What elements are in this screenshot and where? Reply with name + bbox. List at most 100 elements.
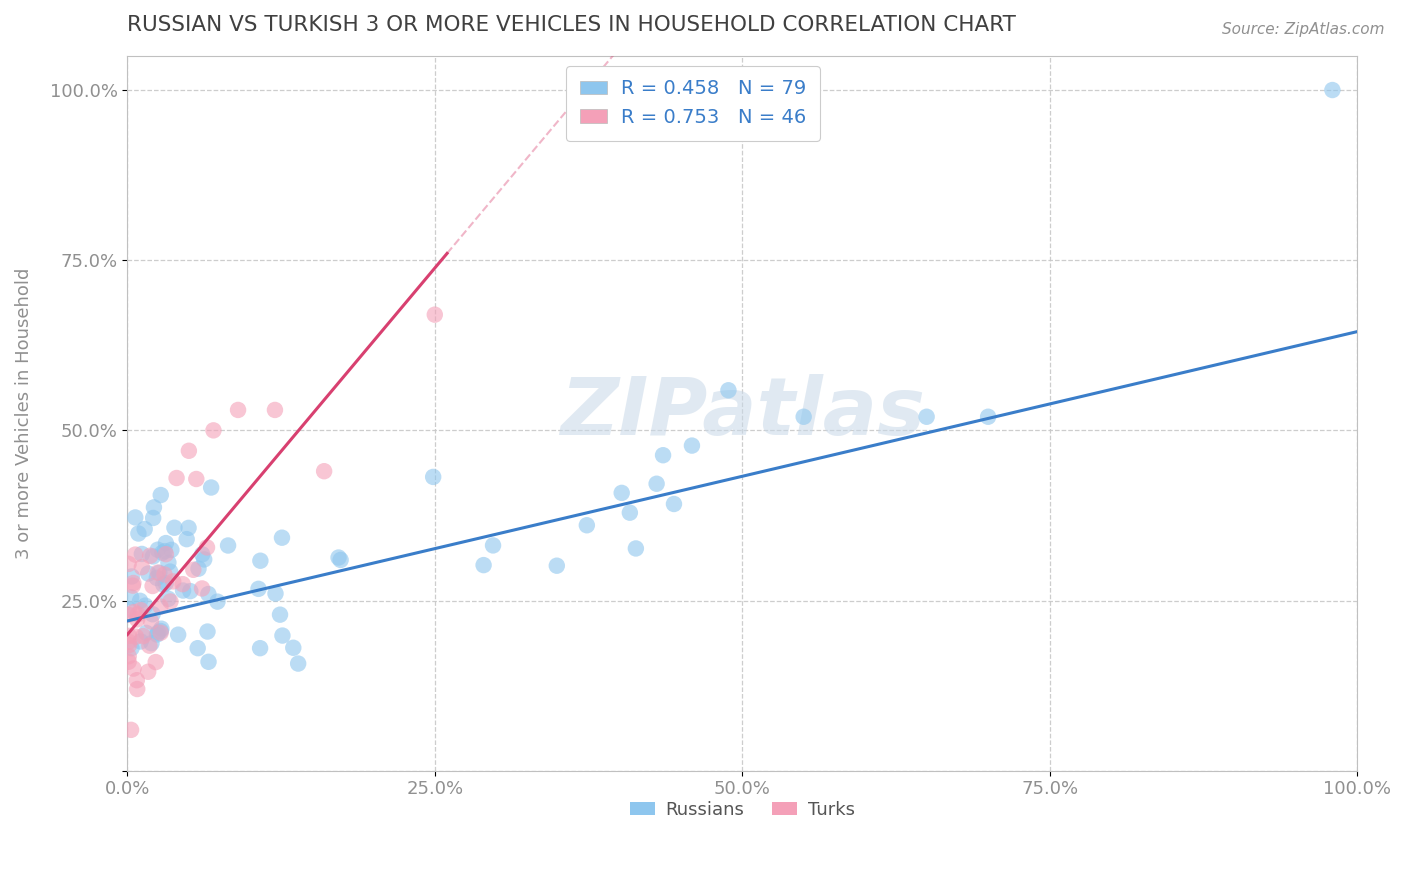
Point: [160, 542, 183, 557]
Point: [652, 448, 675, 462]
Point: [117, 635, 139, 649]
Point: [271, 629, 294, 643]
Point: [155, 536, 177, 550]
Point: [127, 607, 149, 622]
Point: [131, 560, 153, 574]
Text: ZIPatlas: ZIPatlas: [560, 375, 925, 452]
Point: [149, 624, 172, 638]
Point: [132, 629, 155, 643]
Point: [283, 640, 305, 655]
Point: [150, 546, 173, 560]
Point: [328, 550, 350, 565]
Point: [153, 544, 176, 558]
Point: [157, 591, 180, 606]
Point: [187, 641, 209, 656]
Point: [546, 558, 568, 573]
Point: [195, 541, 218, 555]
Point: [172, 577, 194, 591]
Point: [146, 627, 169, 641]
Point: [121, 569, 143, 583]
Point: [142, 549, 165, 564]
Point: [157, 556, 180, 570]
Point: [142, 511, 165, 525]
Point: [610, 486, 633, 500]
Point: [118, 629, 141, 643]
Point: [134, 522, 156, 536]
Point: [177, 521, 200, 535]
Point: [136, 566, 159, 581]
Point: [153, 567, 176, 582]
Point: [127, 681, 149, 696]
Point: [181, 563, 204, 577]
Point: [120, 591, 142, 605]
Point: [121, 641, 143, 656]
Point: [269, 607, 291, 622]
Point: [681, 439, 703, 453]
Point: [125, 673, 148, 688]
Point: [247, 582, 270, 596]
Point: [118, 602, 141, 616]
Text: Source: ZipAtlas.com: Source: ZipAtlas.com: [1222, 22, 1385, 37]
Point: [207, 594, 229, 608]
Point: [619, 506, 641, 520]
Point: [118, 649, 141, 664]
Point: [117, 607, 139, 622]
Point: [249, 641, 271, 656]
Point: [159, 565, 181, 579]
Point: [329, 553, 352, 567]
Point: [146, 566, 169, 580]
Point: [200, 481, 222, 495]
Point: [422, 470, 444, 484]
Point: [118, 638, 141, 652]
Point: [117, 557, 139, 571]
Point: [146, 571, 169, 585]
Point: [146, 625, 169, 640]
Point: [139, 615, 162, 629]
Point: [127, 526, 149, 541]
Point: [793, 409, 815, 424]
Point: [142, 607, 165, 622]
Point: [271, 531, 294, 545]
Point: [139, 549, 162, 563]
Point: [122, 605, 145, 619]
Point: [134, 599, 156, 613]
Point: [217, 539, 239, 553]
Point: [150, 622, 173, 636]
Point: [645, 476, 668, 491]
Point: [202, 423, 225, 437]
Point: [142, 579, 165, 593]
Point: [124, 510, 146, 524]
Point: [977, 409, 1000, 424]
Point: [166, 471, 188, 485]
Point: [124, 548, 146, 562]
Point: [129, 603, 152, 617]
Point: [472, 558, 495, 573]
Point: [122, 662, 145, 676]
Point: [179, 584, 201, 599]
Point: [148, 566, 170, 580]
Point: [575, 518, 598, 533]
Point: [121, 579, 143, 593]
Point: [193, 552, 215, 566]
Point: [129, 634, 152, 648]
Point: [197, 655, 219, 669]
Point: [152, 577, 174, 591]
Point: [482, 538, 505, 552]
Point: [141, 636, 163, 650]
Point: [127, 612, 149, 626]
Point: [163, 521, 186, 535]
Point: [264, 403, 287, 417]
Point: [122, 576, 145, 591]
Point: [162, 574, 184, 589]
Point: [915, 409, 938, 424]
Point: [172, 583, 194, 598]
Point: [120, 723, 142, 737]
Point: [117, 655, 139, 669]
Point: [146, 542, 169, 557]
Point: [624, 541, 647, 556]
Point: [249, 554, 271, 568]
Point: [176, 532, 198, 546]
Y-axis label: 3 or more Vehicles in Household: 3 or more Vehicles in Household: [15, 268, 32, 559]
Point: [1322, 83, 1344, 97]
Point: [136, 665, 159, 679]
